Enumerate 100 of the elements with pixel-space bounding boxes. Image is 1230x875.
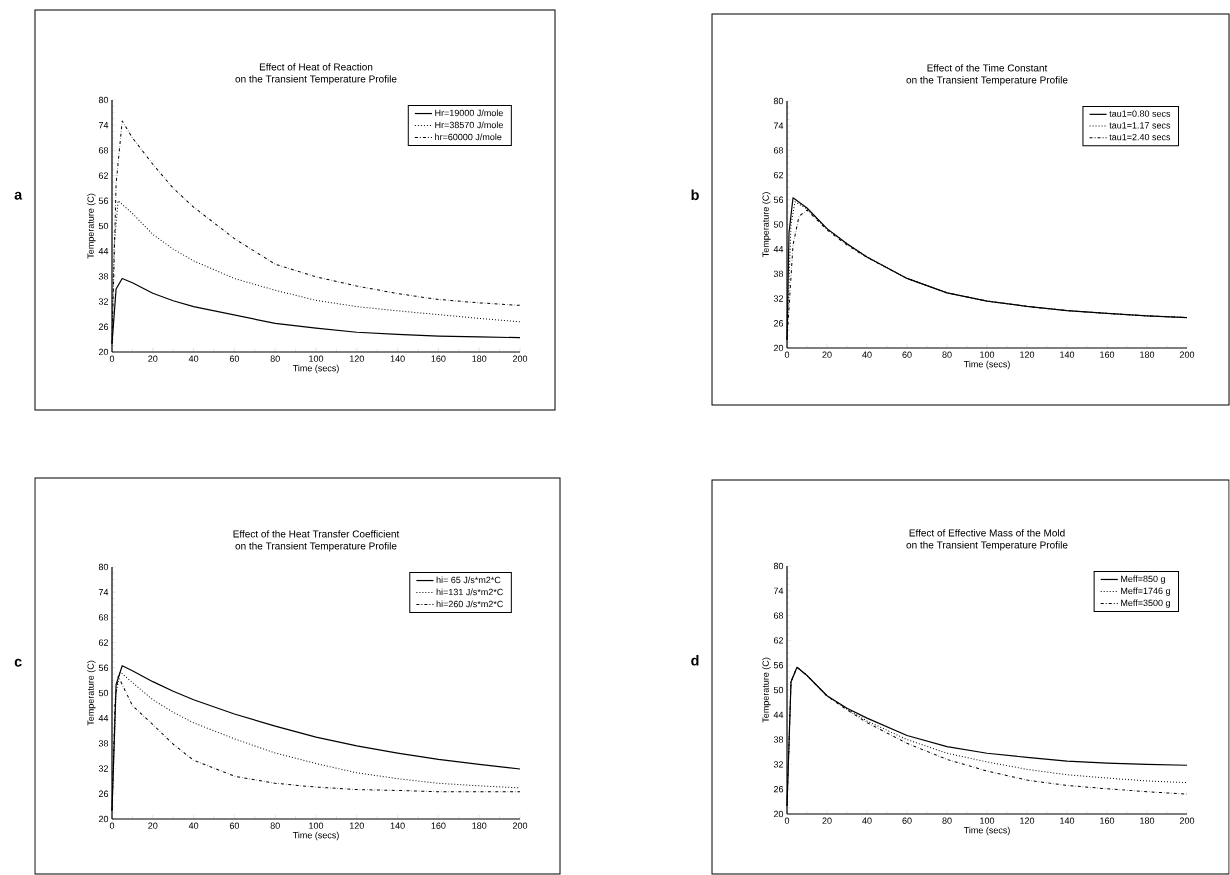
y-tick-label: 62 xyxy=(98,639,109,646)
x-tick-label: 200 xyxy=(512,355,528,362)
y-tick-label: 32 xyxy=(773,761,784,768)
y-axis-title: Temperature (C) xyxy=(762,657,771,723)
y-tick-label: 50 xyxy=(98,689,109,697)
y-tick-label: 80 xyxy=(773,97,784,105)
x-tick-label: 20 xyxy=(822,817,832,824)
y-tick-label: 80 xyxy=(98,96,109,104)
x-tick-label: 140 xyxy=(390,355,405,362)
chart-title: Effect of Effective Mass of the Mold xyxy=(909,529,1065,537)
y-tick-label: 44 xyxy=(773,246,784,253)
y-tick-label: 56 xyxy=(773,196,784,203)
x-tick-label: 100 xyxy=(980,351,995,358)
legend-label: hi= 65 J/s*m2*C xyxy=(436,576,501,584)
x-tick-label: 0 xyxy=(109,355,115,362)
y-tick-label: 68 xyxy=(98,614,109,621)
y-tick-label: 56 xyxy=(773,662,784,669)
x-tick-label: 20 xyxy=(148,355,158,362)
y-tick-label: 50 xyxy=(773,686,784,694)
chart-title: Effect of Heat of Reaction xyxy=(259,63,373,71)
x-tick-label: 120 xyxy=(349,355,364,362)
chart-subtitle: on the Transient Temperature Profile xyxy=(906,541,1068,551)
y-tick-label: 74 xyxy=(98,589,109,596)
x-tick-label: 40 xyxy=(188,355,199,362)
text: c xyxy=(14,658,22,667)
y-tick-label: 32 xyxy=(773,295,784,302)
y-tick-label: 68 xyxy=(773,147,784,154)
y-tick-label: 62 xyxy=(773,171,784,179)
y-tick-label: 26 xyxy=(773,786,784,793)
y-tick-label: 50 xyxy=(98,222,109,230)
y-tick-label: 38 xyxy=(98,273,109,280)
legend-label: Hr=38570 J/mole xyxy=(435,121,503,129)
x-axis-title: Time (secs) xyxy=(963,360,1010,370)
x-tick-label: 160 xyxy=(1100,351,1115,358)
y-tick-label: 38 xyxy=(98,740,109,747)
legend-label: hr=60000 J/mole xyxy=(435,133,502,141)
chart-subtitle: on the Transient Temperature Profile xyxy=(906,76,1068,86)
x-axis-title: Time (secs) xyxy=(292,831,339,841)
x-tick-label: 120 xyxy=(349,822,364,829)
y-tick-label: 68 xyxy=(98,147,109,154)
y-tick-label: 56 xyxy=(98,664,109,671)
y-tick-label: 68 xyxy=(773,612,784,619)
x-tick-label: 160 xyxy=(1100,817,1115,824)
y-tick-label: 44 xyxy=(98,248,109,255)
x-tick-label: 40 xyxy=(862,351,872,358)
y-axis-title: Temperature (C) xyxy=(762,192,771,258)
y-tick-label: 74 xyxy=(773,587,784,594)
x-tick-label: 180 xyxy=(1140,817,1155,824)
chart-title: Effect of the Time Constant xyxy=(927,64,1048,72)
x-tick-label: 60 xyxy=(229,822,240,829)
x-axis-title: Time (secs) xyxy=(963,826,1010,836)
x-tick-label: 200 xyxy=(512,822,528,829)
x-tick-label: 180 xyxy=(472,355,487,362)
text: b xyxy=(691,189,699,201)
x-tick-label: 140 xyxy=(1060,817,1075,824)
x-tick-label: 120 xyxy=(1020,351,1035,358)
y-tick-label: 20 xyxy=(773,344,784,352)
x-tick-label: 100 xyxy=(309,822,324,829)
y-axis-title: Temperature (C) xyxy=(87,193,96,259)
y-tick-label: 20 xyxy=(773,810,784,818)
x-tick-label: 0 xyxy=(784,817,790,824)
x-tick-label: 40 xyxy=(188,822,199,829)
x-tick-label: 200 xyxy=(1179,817,1195,824)
x-tick-label: 20 xyxy=(822,351,832,358)
x-tick-label: 160 xyxy=(431,822,446,829)
x-tick-label: 0 xyxy=(109,822,115,829)
x-tick-label: 180 xyxy=(472,822,487,829)
y-tick-label: 74 xyxy=(773,122,784,129)
legend-label: tau1=0.80 secs xyxy=(1109,110,1171,117)
y-tick-label: 26 xyxy=(98,790,109,797)
chart-subtitle: on the Transient Temperature Profile xyxy=(235,75,397,85)
y-tick-label: 38 xyxy=(773,270,784,278)
y-tick-label: 38 xyxy=(773,736,784,743)
x-tick-label: 20 xyxy=(148,822,158,829)
x-tick-label: 80 xyxy=(942,351,952,358)
x-tick-label: 100 xyxy=(309,355,324,362)
x-tick-label: 80 xyxy=(270,355,280,362)
legend-label: hi=131 J/s*m2*C xyxy=(436,588,503,596)
x-axis-title: Time (secs) xyxy=(292,364,339,374)
x-tick-label: 140 xyxy=(390,822,405,829)
x-tick-label: 80 xyxy=(942,817,952,824)
text: a xyxy=(14,191,23,200)
x-tick-label: 60 xyxy=(902,351,912,358)
y-axis-title: Temperature (C) xyxy=(87,660,96,726)
y-tick-label: 80 xyxy=(98,563,109,571)
x-tick-label: 60 xyxy=(229,355,240,362)
y-tick-label: 74 xyxy=(98,122,109,129)
chart-subtitle: on the Transient Temperature Profile xyxy=(235,542,397,552)
legend-label: Meff=850 g xyxy=(1121,575,1165,584)
x-tick-label: 140 xyxy=(1060,351,1075,358)
x-tick-label: 120 xyxy=(1020,817,1035,824)
y-tick-label: 62 xyxy=(98,172,109,179)
legend-label: tau1=2.40 secs xyxy=(1109,133,1171,141)
y-tick-label: 32 xyxy=(98,765,109,772)
y-tick-label: 56 xyxy=(98,197,109,204)
y-tick-label: 26 xyxy=(98,323,109,330)
legend-label: Hr=19000 J/mole xyxy=(435,109,503,117)
y-tick-label: 32 xyxy=(98,298,109,305)
legend-label: hi=260 J/s*m2*C xyxy=(436,600,503,608)
y-tick-label: 80 xyxy=(773,562,784,570)
